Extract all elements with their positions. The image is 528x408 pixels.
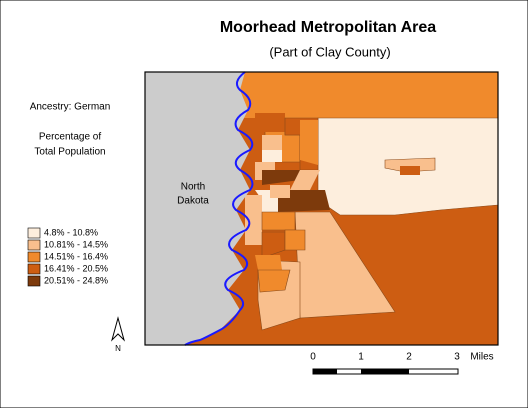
legend-label: 14.51% - 16.4% xyxy=(44,251,108,261)
tract xyxy=(245,195,262,245)
north-dakota xyxy=(145,72,250,345)
legend-swatch xyxy=(27,239,41,251)
tract xyxy=(255,113,285,132)
tract xyxy=(240,72,498,118)
scale-label: 1 xyxy=(358,352,364,363)
tract xyxy=(400,166,420,175)
north-label: N xyxy=(115,344,121,353)
tract xyxy=(255,255,282,270)
legend: 4.8% - 10.8% 10.81% - 14.5% 14.51% - 16.4%… xyxy=(27,227,108,287)
map-body: North Dakota xyxy=(144,71,499,346)
tract xyxy=(262,170,300,185)
scale-label: 3 xyxy=(454,352,460,363)
tract xyxy=(270,185,290,198)
river xyxy=(184,71,254,346)
legend-label: 20.51% - 24.8% xyxy=(44,275,108,285)
scale-label: 0 xyxy=(310,352,316,363)
tract xyxy=(300,120,318,165)
map-frame xyxy=(144,71,499,346)
north-arrow: N xyxy=(111,316,125,353)
title: Moorhead Metropolitan Area xyxy=(220,19,436,36)
tract xyxy=(284,229,306,251)
tract xyxy=(261,211,296,231)
measure-label: Percentage of xyxy=(39,132,101,143)
region-label: Dakota xyxy=(177,196,209,207)
legend-swatch xyxy=(27,251,41,263)
tract xyxy=(257,269,291,293)
variable-label: Ancestry: German xyxy=(30,102,111,113)
scale-unit: Miles xyxy=(470,352,493,363)
tract xyxy=(278,190,330,212)
legend-label: 10.81% - 14.5% xyxy=(44,239,108,249)
scale-bar: Miles 0 1 2 3 xyxy=(310,352,494,375)
legend-swatch xyxy=(27,227,41,239)
tract xyxy=(262,150,282,162)
measure-label: Total Population xyxy=(34,147,105,158)
scale-label: 2 xyxy=(406,352,412,363)
legend-swatch xyxy=(27,263,41,275)
legend-label: 4.8% - 10.8% xyxy=(44,227,98,237)
north-arrow-shape xyxy=(111,316,125,342)
scale-segment xyxy=(313,369,337,374)
legend-label: 16.41% - 20.5% xyxy=(44,263,108,273)
subtitle: (Part of Clay County) xyxy=(269,44,390,59)
tract xyxy=(262,135,282,150)
legend-swatch xyxy=(27,275,41,287)
region-label: North xyxy=(181,182,205,193)
scale-segment xyxy=(361,369,409,374)
tract xyxy=(290,170,320,190)
